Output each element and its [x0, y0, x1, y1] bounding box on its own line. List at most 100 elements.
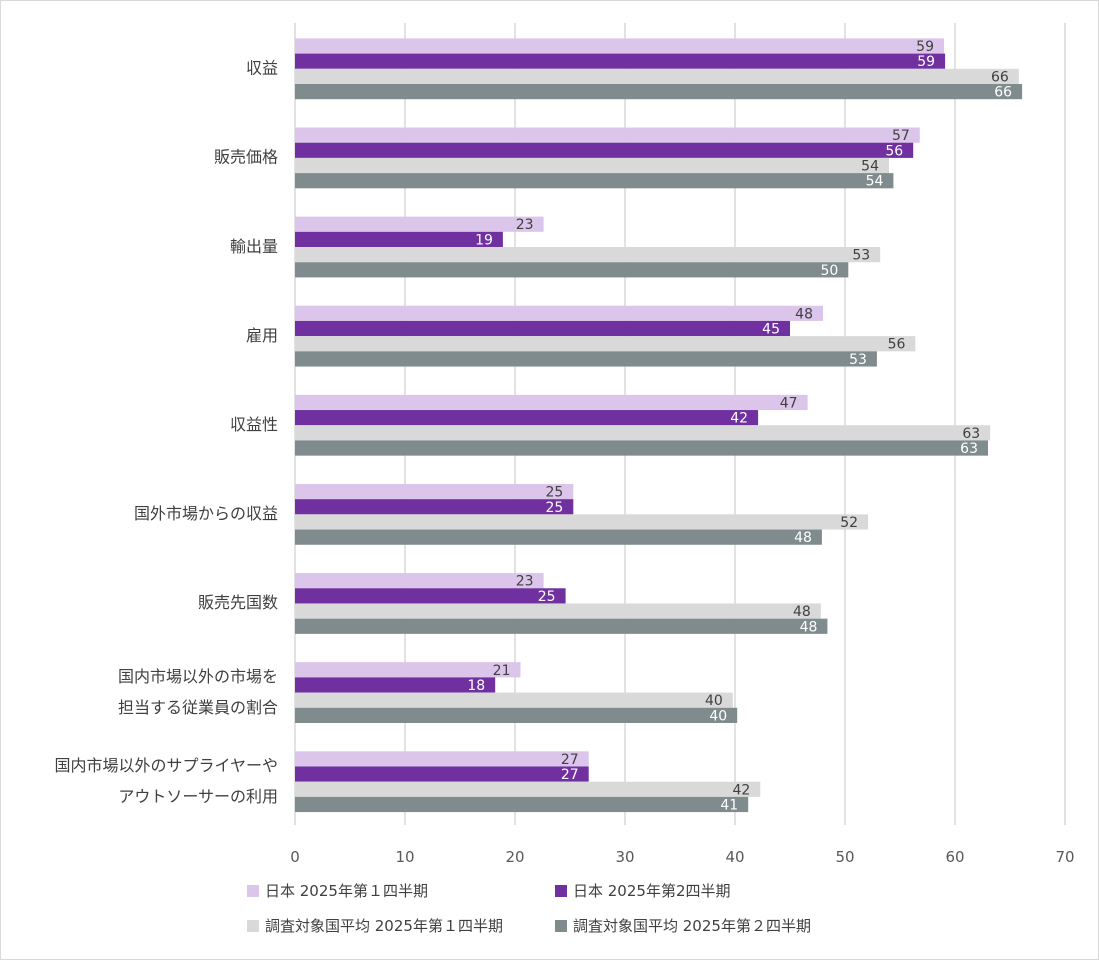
bar	[295, 677, 496, 693]
legend-label: 調査対象国平均 2025年第２四半期	[573, 917, 811, 935]
legend-swatch	[247, 885, 259, 897]
bar	[295, 603, 821, 619]
x-tick-label: 40	[725, 848, 744, 866]
x-tick-label: 20	[505, 848, 524, 866]
data-label: 54	[861, 159, 879, 175]
data-label: 21	[493, 663, 511, 679]
legend-label: 調査対象国平均 2025年第１四半期	[265, 917, 503, 935]
bar	[295, 440, 988, 456]
bar	[295, 692, 733, 708]
bar	[295, 157, 889, 174]
bar	[295, 425, 991, 441]
bar	[295, 216, 544, 232]
data-label: 47	[780, 395, 798, 411]
bar	[295, 483, 574, 500]
data-label: 48	[794, 530, 812, 546]
category-label: 雇用	[246, 326, 278, 345]
data-label: 52	[840, 515, 858, 531]
category-labels: 収益販売価格輸出量雇用収益性国外市場からの収益販売先国数国内市場以外の市場を担当…	[54, 59, 278, 806]
data-label: 27	[561, 752, 579, 768]
data-label: 25	[545, 500, 563, 516]
x-tick-label: 10	[395, 848, 414, 866]
data-label: 23	[516, 217, 534, 233]
category-label: 国外市場からの収益	[134, 504, 278, 523]
bar	[295, 320, 790, 337]
category-label: 担当する従業員の割合	[118, 698, 278, 717]
legend-label: 日本 2025年第2四半期	[573, 882, 731, 900]
data-label: 25	[538, 589, 556, 605]
x-tick-label: 30	[615, 848, 634, 866]
data-label: 66	[991, 69, 1009, 85]
category-label: 販売価格	[214, 148, 278, 167]
bar	[295, 336, 916, 352]
bar	[295, 499, 574, 515]
bar	[295, 127, 920, 143]
category-label: アウトソーサーの利用	[118, 787, 278, 806]
bar	[295, 84, 1023, 100]
data-label: 56	[888, 337, 906, 353]
data-label: 56	[885, 143, 903, 159]
data-label: 57	[892, 128, 910, 144]
data-label: 42	[730, 411, 748, 427]
data-label: 40	[705, 693, 723, 709]
x-tick-label: 60	[945, 848, 964, 866]
bar	[295, 410, 759, 426]
bar	[295, 305, 823, 321]
legend-label: 日本 2025年第１四半期	[265, 882, 428, 900]
data-label: 19	[475, 232, 493, 248]
data-labels: 5959666657565454231953504845565347426363…	[467, 39, 1012, 813]
bar	[295, 173, 894, 189]
data-label: 45	[762, 322, 780, 338]
data-label: 48	[800, 619, 818, 635]
data-label: 23	[516, 574, 534, 590]
bar	[295, 662, 521, 678]
data-label: 40	[709, 708, 727, 724]
bar	[295, 142, 914, 158]
bar	[295, 514, 869, 530]
bar	[295, 262, 849, 278]
category-label: 販売先国数	[198, 593, 278, 612]
category-label: 収益性	[230, 415, 278, 434]
bar	[295, 781, 761, 797]
data-label: 53	[852, 248, 870, 264]
data-label: 42	[732, 782, 750, 798]
data-label: 63	[962, 426, 980, 442]
x-tick-label: 0	[290, 848, 300, 866]
bar	[295, 394, 808, 411]
bar	[295, 573, 544, 589]
bar	[295, 529, 822, 545]
x-tick-label: 70	[1055, 848, 1074, 866]
bar	[295, 618, 828, 634]
bar	[295, 68, 1019, 84]
bar	[295, 247, 881, 263]
data-label: 54	[866, 174, 884, 190]
bar	[295, 766, 589, 782]
category-label: 国内市場以外の市場を	[118, 667, 278, 686]
bar	[295, 588, 566, 604]
data-label: 53	[849, 352, 867, 368]
data-label: 27	[561, 767, 579, 783]
legend-swatch	[555, 885, 567, 897]
bar	[295, 231, 503, 248]
legend-swatch	[247, 920, 259, 932]
data-label: 41	[720, 797, 738, 813]
data-label: 59	[917, 54, 935, 70]
bar	[295, 796, 749, 813]
bars	[295, 38, 1023, 813]
bar	[295, 38, 944, 54]
data-label: 59	[916, 39, 934, 55]
data-label: 63	[960, 441, 978, 457]
category-label: 収益	[246, 59, 278, 78]
category-label: 国内市場以外のサプライヤーや	[54, 756, 278, 775]
x-tick-label: 50	[835, 848, 854, 866]
bar	[295, 351, 877, 367]
data-label: 18	[467, 678, 485, 694]
bar	[295, 751, 589, 767]
bar	[295, 53, 946, 69]
data-label: 48	[793, 604, 811, 620]
data-label: 66	[994, 85, 1012, 101]
data-label: 25	[545, 485, 563, 501]
category-label: 輸出量	[230, 237, 278, 256]
